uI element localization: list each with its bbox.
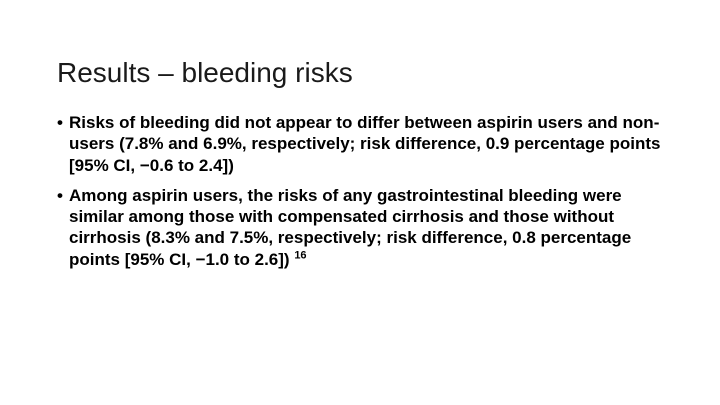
bullet-list: • Risks of bleeding did not appear to di… (57, 112, 662, 279)
bullet-item-1: • Risks of bleeding did not appear to di… (57, 112, 662, 176)
bullet-text-2: Among aspirin users, the risks of any ga… (69, 185, 662, 270)
bullet-item-2: • Among aspirin users, the risks of any … (57, 185, 662, 270)
bullet-marker: • (57, 113, 63, 132)
bullet-text-2-content: Among aspirin users, the risks of any ga… (69, 185, 632, 269)
bullet-text-1: Risks of bleeding did not appear to diff… (69, 112, 662, 176)
bullet-text-2-superscript: 16 (294, 248, 307, 261)
bullet-text-1-content: Risks of bleeding did not appear to diff… (69, 113, 661, 175)
slide-title: Results – bleeding risks (57, 56, 353, 88)
bullet-marker: • (57, 185, 63, 205)
